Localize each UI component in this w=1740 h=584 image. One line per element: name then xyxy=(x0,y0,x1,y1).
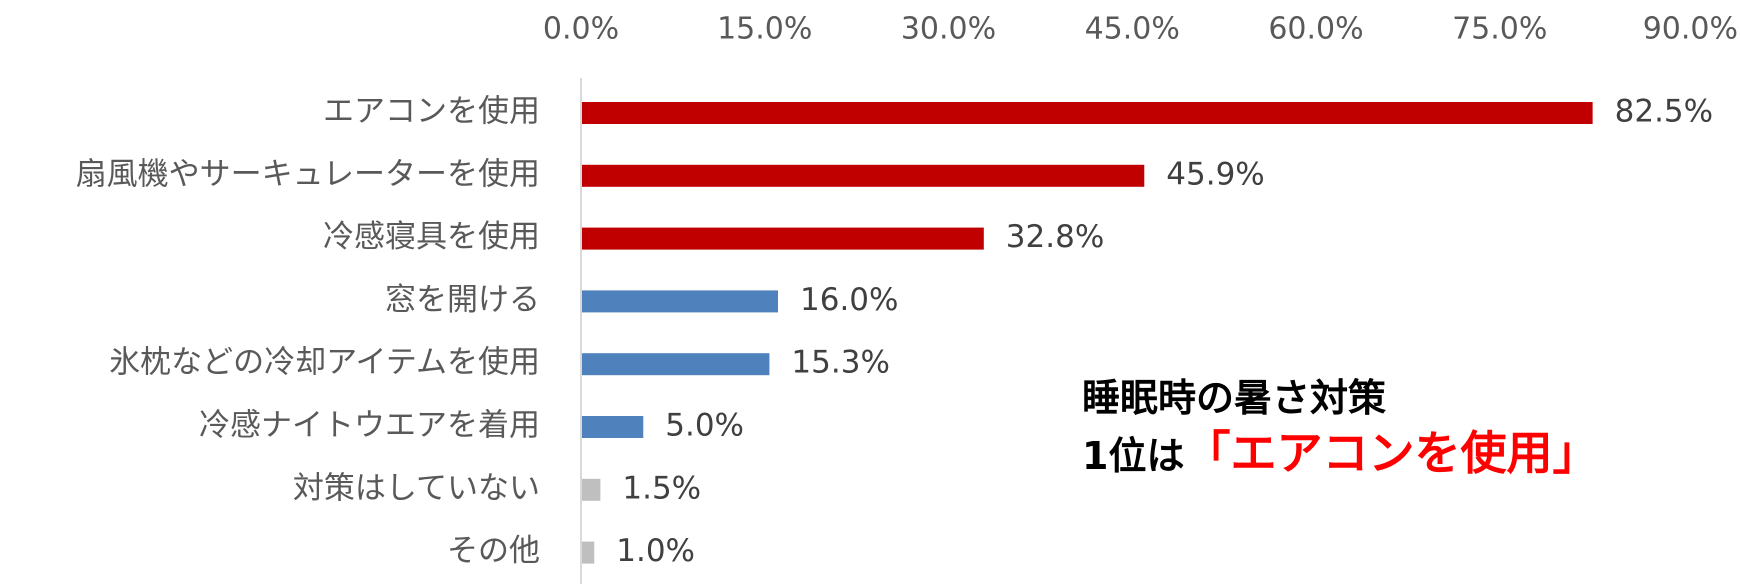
x-tick-label: 0.0% xyxy=(543,12,619,47)
x-tick-label: 90.0% xyxy=(1643,12,1738,47)
x-tick-label: 30.0% xyxy=(901,12,996,47)
category-label: エアコンを使用 xyxy=(323,94,540,130)
bar xyxy=(582,541,595,564)
x-tick-label: 60.0% xyxy=(1268,12,1363,47)
category-labels: エアコンを使用扇風機やサーキュレーターを使用冷感寝具を使用窓を開ける氷枕などの冷… xyxy=(76,94,540,570)
category-label: 冷感寝具を使用 xyxy=(323,219,540,255)
x-axis-ticks: 0.0% 15.0% 30.0% 45.0% 60.0% 75.0% 90.0% xyxy=(543,12,1738,47)
bar xyxy=(582,416,644,438)
data-label: 32.8% xyxy=(1006,219,1104,255)
headline-annotation: 睡眠時の暑さ対策 1位は「エアコンを使用」 xyxy=(1082,374,1702,487)
data-label: 82.5% xyxy=(1615,94,1713,130)
category-label: 窓を開ける xyxy=(385,282,540,318)
category-label: 対策はしていない xyxy=(293,470,540,506)
x-tick-label: 75.0% xyxy=(1452,12,1547,47)
bar xyxy=(582,102,1593,124)
bars xyxy=(582,102,1593,564)
x-tick-label: 15.0% xyxy=(717,12,812,47)
data-label: 45.9% xyxy=(1166,156,1264,192)
data-label: 16.0% xyxy=(800,282,898,318)
category-label: 冷感ナイトウエアを着用 xyxy=(199,408,540,444)
category-label: その他 xyxy=(447,533,540,569)
data-label: 15.3% xyxy=(791,345,889,381)
category-label: 扇風機やサーキュレーターを使用 xyxy=(76,156,540,192)
bar xyxy=(582,227,984,250)
annotation-line2-prefix: 1位は xyxy=(1082,434,1185,478)
x-tick-label: 45.0% xyxy=(1085,12,1180,47)
data-labels: 82.5% 45.9% 32.8% 16.0% 15.3% 5.0% 1.5% 1.0% xyxy=(616,94,1713,570)
bar xyxy=(582,164,1145,187)
data-label: 1.5% xyxy=(622,470,701,506)
data-label: 1.0% xyxy=(616,533,695,569)
bar xyxy=(582,478,601,501)
annotation-line2: 1位は「エアコンを使用」 xyxy=(1082,422,1702,487)
annotation-highlight: 「エアコンを使用」 xyxy=(1184,426,1599,480)
data-label: 5.0% xyxy=(665,408,744,444)
bar xyxy=(582,353,770,376)
bar xyxy=(582,290,778,313)
annotation-line1: 睡眠時の暑さ対策 xyxy=(1082,376,1387,420)
category-label: 氷枕などの冷却アイテムを使用 xyxy=(109,345,540,381)
